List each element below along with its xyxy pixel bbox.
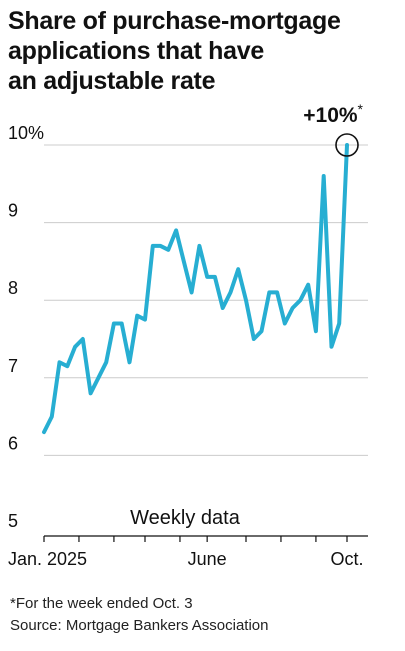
y-tick-label: 5 — [8, 511, 18, 531]
data-point — [236, 267, 240, 271]
data-point — [221, 306, 225, 310]
data-point — [190, 290, 194, 294]
data-point — [58, 360, 62, 364]
weekly-data-annotation: Weekly data — [130, 507, 241, 529]
data-point — [205, 275, 209, 279]
x-tick-label: Oct. — [330, 549, 363, 569]
data-point — [135, 314, 139, 318]
x-tick-label: Jan. 2025 — [8, 549, 87, 569]
data-point — [329, 345, 333, 349]
chart-title: Share of purchase-mortgage applications … — [8, 6, 398, 96]
data-point — [213, 275, 217, 279]
callout-label: +10%* — [303, 101, 363, 127]
chart-title-line-3: an adjustable rate — [8, 67, 216, 95]
data-point — [182, 259, 186, 263]
y-tick-label: 7 — [8, 356, 18, 376]
chart-title-line-1: Share of purchase-mortgage — [8, 7, 341, 35]
data-point — [65, 364, 69, 368]
gridlines — [44, 144, 368, 456]
data-point — [283, 321, 287, 325]
data-point — [143, 318, 147, 322]
data-point — [120, 321, 124, 325]
data-point — [197, 244, 201, 248]
callout: +10%* — [303, 101, 364, 157]
y-axis-ticks: 10% 9 8 7 6 5 — [8, 123, 44, 531]
data-point — [337, 321, 341, 325]
callout-asterisk: * — [358, 101, 364, 117]
data-point — [314, 329, 318, 333]
x-axis-ticks: Jan. 2025 June Oct. — [8, 535, 368, 569]
data-point — [127, 360, 131, 364]
data-point — [322, 174, 326, 178]
series-layer — [42, 143, 349, 435]
data-point — [298, 298, 302, 302]
y-tick-label: 6 — [8, 433, 18, 453]
data-point — [244, 298, 248, 302]
data-point — [73, 345, 77, 349]
data-point — [96, 376, 100, 380]
data-point — [228, 290, 232, 294]
data-point — [306, 283, 310, 287]
data-point — [166, 248, 170, 252]
data-point — [174, 228, 178, 232]
data-point — [267, 290, 271, 294]
data-point — [81, 337, 85, 341]
y-tick-label: 9 — [8, 201, 18, 221]
series-line — [42, 143, 349, 435]
data-point — [112, 321, 116, 325]
data-point — [159, 244, 163, 248]
callout-circle — [335, 133, 359, 157]
data-point — [291, 306, 295, 310]
source-note: Source: Mortgage Bankers Association — [10, 617, 269, 634]
data-point — [42, 430, 46, 434]
footnote: *For the week ended Oct. 3 — [10, 595, 193, 612]
y-tick-label: 8 — [8, 278, 18, 298]
data-point — [151, 244, 155, 248]
callout-value: +10% — [303, 104, 358, 127]
data-point — [252, 337, 256, 341]
data-point — [275, 290, 279, 294]
x-tick-label: June — [188, 549, 227, 569]
data-point — [260, 329, 264, 333]
data-point — [104, 360, 108, 364]
data-point — [345, 143, 349, 147]
data-point — [50, 415, 54, 419]
chart-title-line-2: applications that have — [8, 37, 264, 65]
data-point — [89, 391, 93, 395]
y-tick-label: 10% — [8, 123, 44, 143]
